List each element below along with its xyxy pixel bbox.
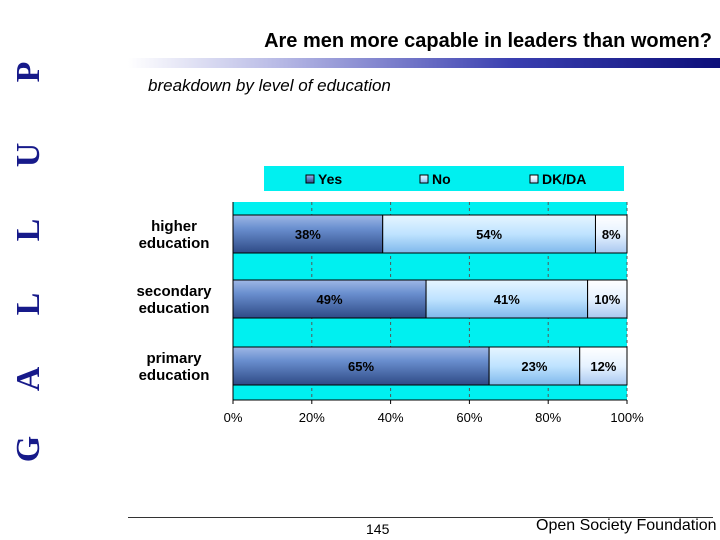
data-label-2-1: 23%: [521, 359, 547, 374]
x-tick-label-4: 80%: [535, 410, 562, 425]
title-gradient-bar: [128, 58, 720, 68]
category-label-secondary-line1: secondary: [136, 283, 212, 300]
category-label-secondary-line2: education: [138, 300, 210, 317]
chart-title: Are men more capable in leaders than wom…: [264, 30, 712, 52]
page-number: 145: [366, 521, 390, 537]
x-tick-label-5: 100%: [610, 410, 644, 425]
category-label-primary: primary education: [118, 350, 230, 384]
data-label-1-2: 10%: [594, 292, 620, 307]
category-label-higher: higher education: [118, 218, 230, 252]
bar-1-series-1: [425, 279, 589, 319]
footer-divider: [128, 517, 713, 518]
legend-background: [264, 166, 624, 191]
legend-swatch-0: [305, 174, 315, 184]
x-tick-label-2: 40%: [377, 410, 404, 425]
data-label-2-2: 12%: [590, 359, 616, 374]
legend-label-1: No: [432, 171, 451, 187]
bar-0-series-2: [594, 214, 628, 254]
bars: 38% 54% 8% 49% 41% 10% 65% 23% 12%: [232, 214, 628, 386]
category-label-primary-line1: primary: [146, 350, 202, 367]
category-label-secondary: secondary education: [118, 283, 230, 317]
data-label-0-0: 38%: [295, 227, 321, 242]
legend-swatch-2: [529, 174, 539, 184]
x-tick-label-1: 20%: [298, 410, 325, 425]
legend-swatch-1: [419, 174, 429, 184]
x-tick-label-0: 0%: [223, 410, 243, 425]
x-axis: [232, 202, 628, 404]
category-label-higher-line1: higher: [151, 218, 197, 235]
bar-1-series-0: [232, 279, 427, 319]
data-label-1-1: 41%: [494, 292, 520, 307]
data-label-0-1: 54%: [476, 227, 502, 242]
data-label-2-0: 65%: [348, 359, 374, 374]
x-tick-label-3: 60%: [456, 410, 483, 425]
category-label-primary-line2: education: [138, 367, 210, 384]
bar-2-series-2: [579, 346, 628, 386]
legend-label-0: Yes: [318, 171, 342, 187]
bar-2-series-1: [488, 346, 581, 386]
category-label-higher-line2: education: [138, 235, 210, 252]
bar-0-series-1: [382, 214, 596, 254]
footer-organization: Open Society Foundation: [536, 517, 717, 534]
legend-label-2: DK/DA: [542, 171, 586, 187]
data-label-0-2: 8%: [602, 227, 621, 242]
legend: Yes No DK/DA: [305, 171, 586, 187]
data-label-1-0: 49%: [317, 292, 343, 307]
chart-subtitle: breakdown by level of education: [148, 76, 391, 95]
bar-1-series-2: [587, 279, 628, 319]
